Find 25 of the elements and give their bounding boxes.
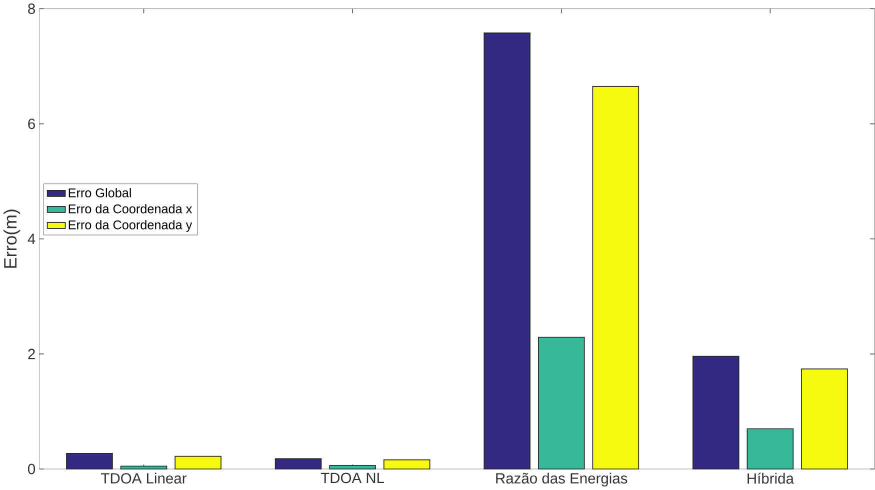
x-tick-label: TDOA Linear <box>101 472 187 484</box>
y-tick-label: 2 <box>28 348 35 360</box>
bar <box>120 466 168 470</box>
bar <box>329 465 376 470</box>
bar <box>274 458 322 470</box>
bar <box>66 453 113 470</box>
bar <box>538 336 585 470</box>
x-tick-label: Híbrida <box>748 472 794 484</box>
legend-label: Erro da Coordenada y <box>68 220 192 232</box>
bar <box>592 86 640 470</box>
legend-label: Erro Global <box>68 188 131 198</box>
bar <box>383 459 430 470</box>
y-tick-label: 8 <box>28 4 35 14</box>
bar <box>692 356 740 470</box>
legend-label: Erro da Coordenada x <box>68 204 192 214</box>
x-tick-label: Razão das Energias <box>496 472 628 486</box>
bar <box>174 456 222 470</box>
y-tick-label: 4 <box>28 234 36 244</box>
bar <box>801 368 848 470</box>
x-tick-label: TDOA NL <box>320 472 384 484</box>
bar <box>746 428 794 470</box>
bar <box>484 32 530 470</box>
y-axis-title: Erro(m) <box>4 210 20 268</box>
y-tick-label: 6 <box>28 118 35 130</box>
y-tick-label: 0 <box>28 464 36 474</box>
